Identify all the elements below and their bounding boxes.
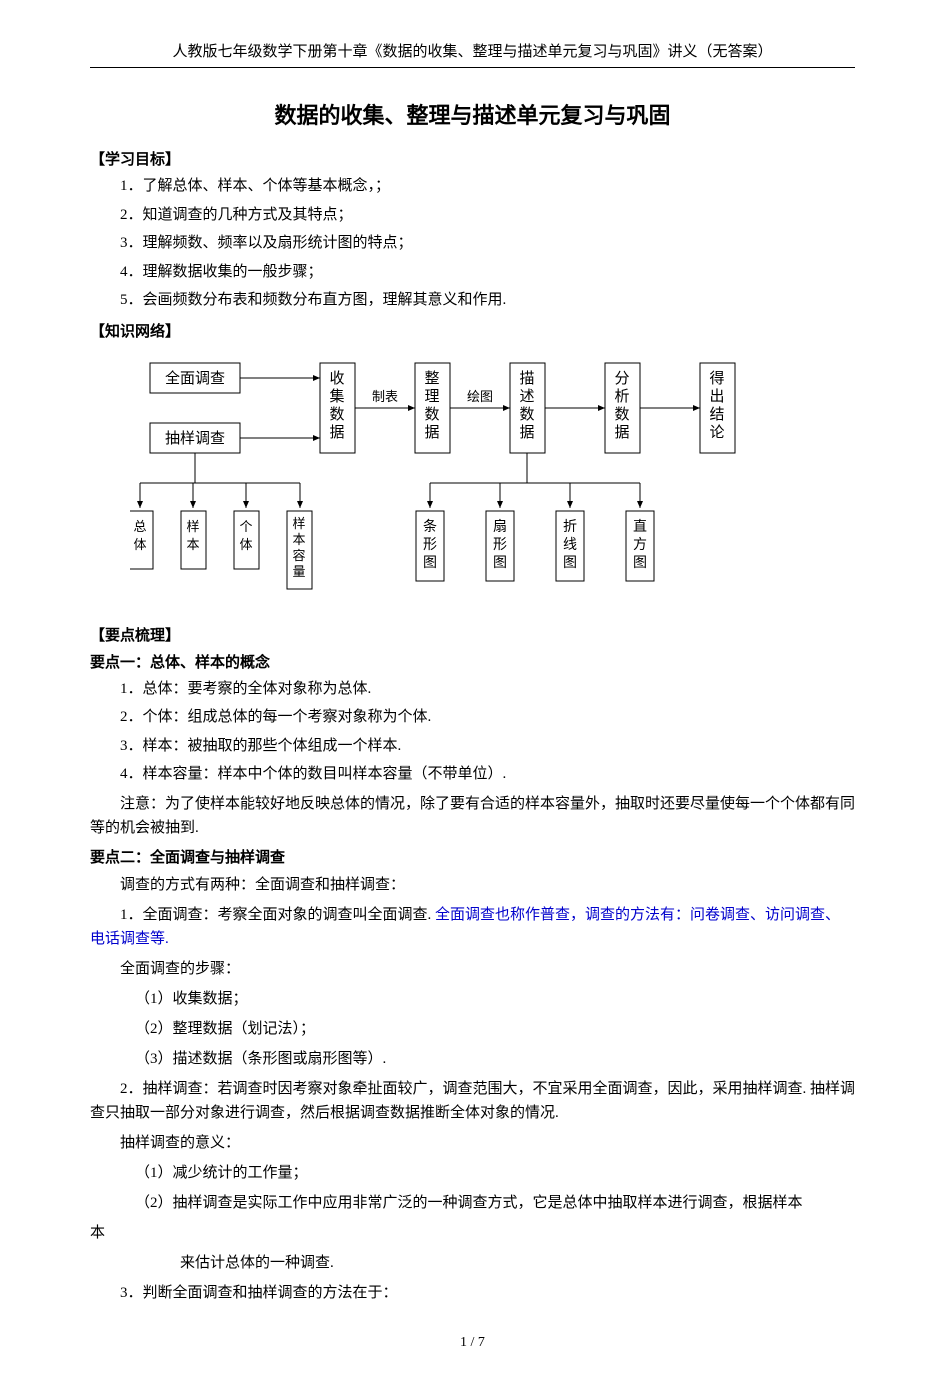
point2-sample-word: 本	[90, 1221, 855, 1245]
svg-text:数: 数	[329, 406, 344, 423]
svg-text:图: 图	[423, 556, 437, 571]
svg-text:抽样调查: 抽样调查	[165, 430, 225, 447]
svg-text:形: 形	[423, 537, 437, 553]
point2-step: （2）整理数据（划记法）；	[90, 1017, 855, 1041]
point2-step: （3）描述数据（条形图或扇形图等）.	[90, 1047, 855, 1071]
svg-text:方: 方	[633, 537, 647, 553]
svg-text:据: 据	[329, 424, 344, 441]
svg-text:线: 线	[563, 537, 577, 553]
knowledge-network-diagram: 全面调查 抽样调查 制表 绘图	[130, 353, 855, 608]
svg-text:数: 数	[614, 406, 629, 423]
svg-text:据: 据	[424, 424, 439, 441]
svg-text:扇: 扇	[493, 519, 507, 535]
objective-item: 4．理解数据收集的一般步骤；	[120, 261, 855, 284]
svg-text:理: 理	[424, 389, 439, 405]
point2-item3: 3．判断全面调查和抽样调查的方法在于：	[90, 1281, 855, 1305]
svg-text:容: 容	[292, 548, 305, 563]
point1-head: 要点一：总体、样本的概念	[90, 651, 855, 672]
svg-text:全面调查: 全面调查	[165, 369, 225, 387]
point1-item: 2．个体：组成总体的每一个考察对象称为个体.	[120, 706, 855, 729]
svg-text:图: 图	[633, 556, 647, 571]
section-network-head: 【知识网络】	[90, 320, 855, 341]
objective-item: 5．会画频数分布表和频数分布直方图，理解其意义和作用.	[120, 289, 855, 312]
point2-intro: 调查的方式有两种：全面调查和抽样调查：	[90, 873, 855, 897]
point1-item: 3．样本：被抽取的那些个体组成一个样本.	[120, 735, 855, 758]
svg-text:制表: 制表	[372, 389, 398, 404]
svg-text:述: 述	[519, 388, 534, 405]
main-title: 数据的收集、整理与描述单元复习与巩固	[90, 98, 855, 130]
objective-item: 2．知道调查的几种方式及其特点；	[120, 204, 855, 227]
svg-text:绘图: 绘图	[467, 389, 493, 404]
point2-tail: 来估计总体的一种调查.	[90, 1251, 855, 1275]
section-points-head: 【要点梳理】	[90, 624, 855, 645]
svg-text:收: 收	[329, 370, 344, 387]
svg-text:出: 出	[709, 388, 724, 405]
svg-text:体: 体	[239, 537, 252, 552]
svg-text:数: 数	[424, 406, 439, 423]
svg-text:本: 本	[186, 537, 199, 552]
objective-item: 3．理解频数、频率以及扇形统计图的特点；	[120, 232, 855, 255]
point2-meaning-head: 抽样调查的意义：	[90, 1131, 855, 1155]
point1-item: 4．样本容量：样本中个体的数目叫样本容量（不带单位）.	[120, 763, 855, 786]
svg-text:总: 总	[133, 519, 146, 534]
svg-text:描: 描	[519, 370, 534, 387]
svg-text:得: 得	[709, 370, 724, 387]
svg-text:个: 个	[239, 519, 252, 534]
svg-text:图: 图	[493, 556, 507, 571]
section-objectives-head: 【学习目标】	[90, 148, 855, 169]
svg-text:条: 条	[423, 518, 437, 535]
point1-note: 注意：为了使样本能较好地反映总体的情况，除了要有合适的样本容量外，抽取时还要尽量…	[90, 792, 855, 840]
point2-step: （1）收集数据；	[90, 987, 855, 1011]
svg-text:体: 体	[133, 537, 146, 552]
svg-text:形: 形	[493, 537, 507, 553]
svg-text:整: 整	[424, 370, 439, 387]
svg-text:量: 量	[292, 564, 305, 579]
svg-text:样: 样	[292, 516, 305, 531]
point2-item2: 2．抽样调查：若调查时因考察对象牵扯面较广，调查范围大，不宜采用全面调查，因此，…	[90, 1077, 855, 1125]
svg-text:图: 图	[563, 556, 577, 571]
point2-meaning: （2）抽样调查是实际工作中应用非常广泛的一种调查方式，它是总体中抽取样本进行调查…	[90, 1191, 855, 1215]
svg-text:直: 直	[633, 518, 647, 535]
page-header: 人教版七年级数学下册第十章《数据的收集、整理与描述单元复习与巩固》讲义（无答案）	[90, 40, 855, 68]
svg-text:据: 据	[519, 424, 534, 441]
objective-item: 1．了解总体、样本、个体等基本概念，；	[120, 175, 855, 198]
point2-item1: 1．全面调查：考察全面对象的调查叫全面调查. 全面调查也称作普查，调查的方法有：…	[90, 903, 855, 951]
svg-text:分: 分	[614, 370, 629, 387]
svg-text:数: 数	[519, 406, 534, 423]
svg-text:结: 结	[709, 406, 724, 423]
point1-item: 1．总体：要考察的全体对象称为总体.	[120, 678, 855, 701]
svg-text:据: 据	[614, 424, 629, 441]
flowchart-svg: 全面调查 抽样调查 制表 绘图	[130, 353, 790, 603]
svg-text:样: 样	[186, 519, 199, 534]
svg-text:折: 折	[563, 519, 577, 535]
point2-item1-black: 1．全面调查：考察全面对象的调查叫全面调查.	[120, 907, 435, 923]
point2-head: 要点二：全面调查与抽样调查	[90, 846, 855, 867]
point2-meaning: （1）减少统计的工作量；	[90, 1161, 855, 1185]
point2-steps-head: 全面调查的步骤：	[90, 957, 855, 981]
svg-text:本: 本	[292, 532, 305, 547]
svg-text:论: 论	[709, 424, 724, 441]
svg-text:析: 析	[614, 388, 629, 405]
svg-text:集: 集	[329, 388, 344, 405]
